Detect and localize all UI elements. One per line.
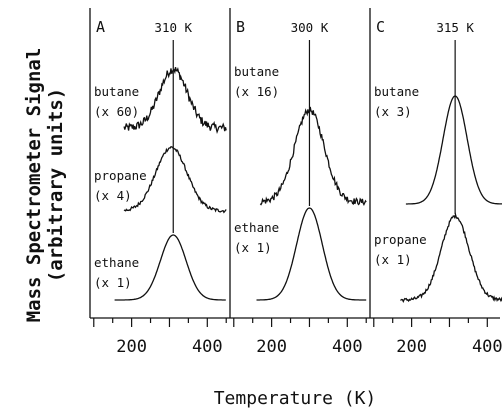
series-trace-butane <box>405 95 502 205</box>
panel-letter: B <box>236 18 245 36</box>
series-scale-label: (x 1) <box>374 252 412 267</box>
panel-c: C 315 K butane (x 3) propane (x 1) <box>374 18 502 304</box>
panel-a: A 310 K butane (x 60) propane (x 4) ethane (x 1… <box>94 18 227 301</box>
series-trace-propane <box>400 212 502 304</box>
series-scale-label: (x 3) <box>374 104 412 119</box>
series-name-label: propane <box>94 168 147 183</box>
peak-temperature-label: 310 K <box>154 20 192 35</box>
peak-temperature-label: 300 K <box>291 20 329 35</box>
series-scale-label: (x 1) <box>234 240 272 255</box>
panel-b: B 300 K butane (x 16) ethane (x 1) <box>234 18 367 301</box>
series-name-label: propane <box>374 232 427 247</box>
x-tick-label: 200 <box>116 337 147 357</box>
series-trace-propane <box>123 145 227 214</box>
series-name-label: ethane <box>234 220 279 235</box>
x-tick-label: 400 <box>472 337 502 357</box>
y-axis-label-line2: (arbitrary units) <box>45 88 67 282</box>
series-trace-butane <box>259 106 367 206</box>
series-name-label: ethane <box>94 255 139 270</box>
x-tick-label: 200 <box>396 337 427 357</box>
series-trace-butane <box>123 67 227 135</box>
panel-letter: C <box>376 18 385 36</box>
series-name-label: butane <box>374 84 419 99</box>
panel-letter: A <box>96 18 105 36</box>
x-tick-label: 400 <box>332 337 363 357</box>
x-axis-label: Temperature (K) <box>214 388 377 409</box>
x-tick-label: 400 <box>192 337 223 357</box>
y-axis-label-line1: Mass Spectrometer Signal <box>23 48 45 323</box>
series-scale-label: (x 16) <box>234 84 279 99</box>
x-tick-label: 200 <box>256 337 287 357</box>
series-name-label: butane <box>234 64 279 79</box>
series-scale-label: (x 1) <box>94 275 132 290</box>
peak-temperature-label: 315 K <box>436 20 474 35</box>
series-name-label: butane <box>94 84 139 99</box>
series-trace-ethane <box>256 207 367 301</box>
series-trace-ethane <box>114 234 226 301</box>
series-scale-label: (x 4) <box>94 188 132 203</box>
series-scale-label: (x 60) <box>94 104 139 119</box>
